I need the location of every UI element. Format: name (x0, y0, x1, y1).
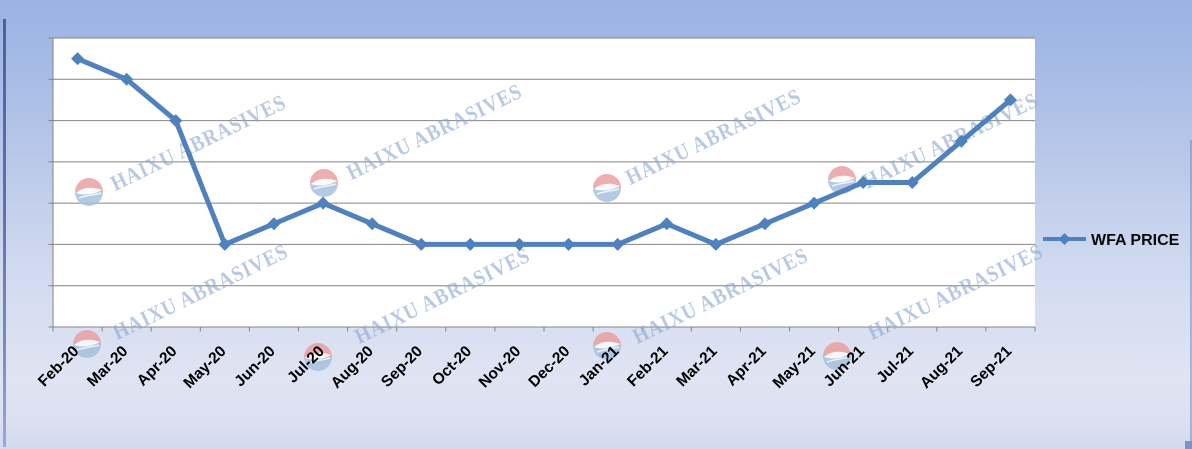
data-point-marker[interactable] (905, 176, 919, 189)
data-point-marker[interactable] (71, 52, 85, 66)
data-point-marker[interactable] (758, 217, 772, 231)
haixu-logo-watermark (593, 332, 621, 360)
haixu-logo-watermark (593, 174, 621, 202)
legend-marker-diamond (1058, 233, 1071, 245)
x-axis-label: Nov-20 (476, 343, 525, 392)
x-axis-label: Aug-20 (328, 343, 377, 392)
wfa-price-line-series[interactable] (75, 56, 1013, 247)
legend-label: WFA PRICE (1091, 232, 1180, 249)
data-point-marker[interactable] (267, 217, 281, 231)
haixu-logo-watermark (823, 342, 851, 370)
data-point-marker[interactable] (169, 114, 183, 128)
data-point-marker[interactable] (218, 237, 232, 251)
x-axis-label: Apr-21 (723, 343, 770, 390)
x-axis-label: Mar-21 (673, 343, 721, 391)
x-axis-label: May-21 (770, 343, 819, 392)
data-point-marker[interactable] (709, 237, 723, 251)
data-point-marker[interactable] (365, 217, 379, 231)
haixu-logo-watermark (75, 178, 103, 206)
x-axis-label: Feb-20 (35, 343, 82, 390)
data-point-marker[interactable] (807, 196, 821, 210)
right-edge-strip (1190, 140, 1192, 449)
x-axis-label: May-20 (180, 343, 229, 392)
x-axis-label: Sep-21 (967, 343, 1015, 391)
data-point-marker[interactable] (660, 217, 674, 231)
x-axis-label: Sep-20 (378, 343, 426, 391)
data-point-marker[interactable] (611, 237, 625, 251)
data-point-marker[interactable] (316, 196, 330, 210)
data-point-marker[interactable] (1003, 93, 1017, 107)
data-point-marker[interactable] (120, 72, 134, 86)
x-axis-label: Apr-20 (134, 343, 181, 390)
data-point-marker[interactable] (512, 237, 526, 251)
data-point-marker[interactable] (856, 176, 870, 189)
x-axis-label: Dec-20 (525, 343, 573, 391)
data-point-marker[interactable] (463, 237, 477, 251)
data-point-marker[interactable] (954, 134, 968, 148)
left-edge-strip (3, 19, 6, 447)
x-axis-label: Aug-21 (917, 343, 966, 392)
x-axis-label: Jul-21 (873, 343, 917, 387)
x-axis-label: Feb-21 (624, 343, 672, 391)
x-axis-label: Jun-20 (231, 343, 278, 390)
haixu-logo-watermark (310, 169, 338, 197)
haixu-logo-watermark (73, 330, 101, 358)
data-point-marker[interactable] (562, 237, 576, 251)
legend[interactable]: WFA PRICE (1043, 232, 1180, 249)
x-axis-label: Oct-20 (429, 343, 475, 389)
data-point-marker[interactable] (414, 237, 428, 251)
haixu-logo-watermark (304, 343, 332, 371)
bottom-right-corner-mark (1185, 441, 1192, 449)
